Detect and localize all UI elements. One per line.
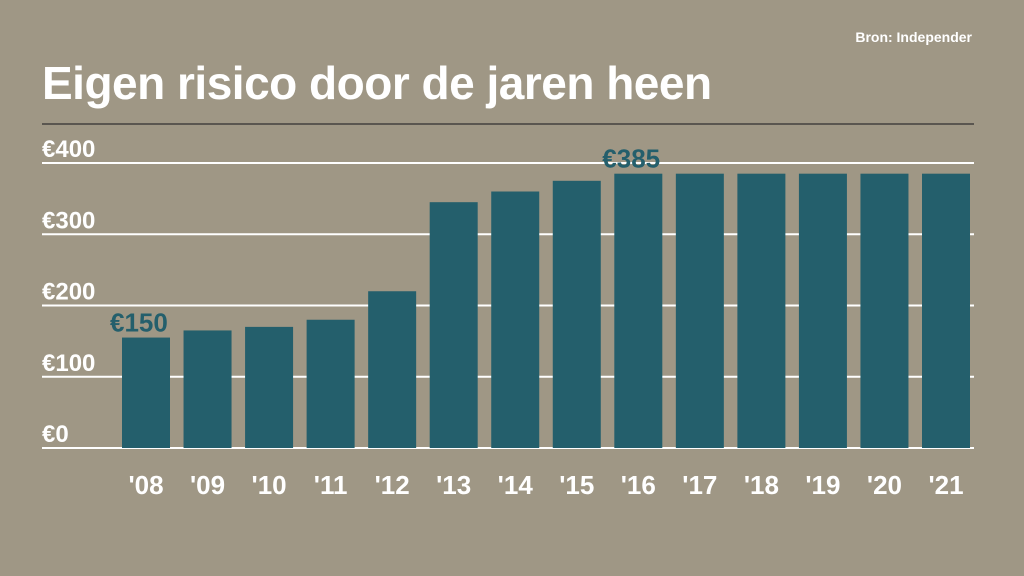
y-tick-label: €300 [42,207,95,234]
x-axis-ticks: '08 '09 '10 '11 '12 '13 '14 '15 '16 '17 '18 '19 '20 '… [128,470,963,500]
x-tick-label: '08 [128,470,163,500]
title-divider [42,123,974,125]
bar [798,173,847,448]
y-tick-label: €0 [42,421,69,448]
bar [922,173,970,448]
bars [122,173,970,448]
bar [675,173,724,448]
x-tick-label: '12 [375,470,410,500]
y-tick-label: €100 [42,350,95,377]
bar [183,330,232,448]
data-label: €150 [110,308,168,338]
x-tick-label: '17 [682,470,717,500]
bar [614,173,663,448]
y-tick-label: €200 [42,279,95,306]
x-tick-label: '16 [621,470,656,500]
annotations: €150 €385 [110,144,660,338]
y-tick-label: €400 [42,136,95,163]
x-tick-label: '21 [928,470,963,500]
x-tick-label: '09 [190,470,225,500]
bar [122,337,170,448]
bar [860,173,909,448]
x-tick-label: '11 [314,470,348,500]
chart-title: Eigen risico door de jaren heen [42,57,712,109]
bar [245,326,294,448]
x-tick-label: '20 [867,470,902,500]
data-label: €385 [602,144,660,174]
x-tick-label: '13 [436,470,471,500]
bar [368,291,417,448]
x-tick-label: '19 [805,470,840,500]
bar [737,173,786,448]
x-tick-label: '10 [252,470,287,500]
y-axis-ticks: €0 €100 €200 €300 €400 [42,136,95,448]
x-tick-label: '14 [498,470,534,500]
bar [429,202,478,448]
bar [491,191,540,448]
x-tick-label: '18 [744,470,779,500]
bar [306,319,355,448]
bar [552,180,601,448]
x-tick-label: '15 [559,470,594,500]
source-label: Bron: Independer [855,29,972,45]
